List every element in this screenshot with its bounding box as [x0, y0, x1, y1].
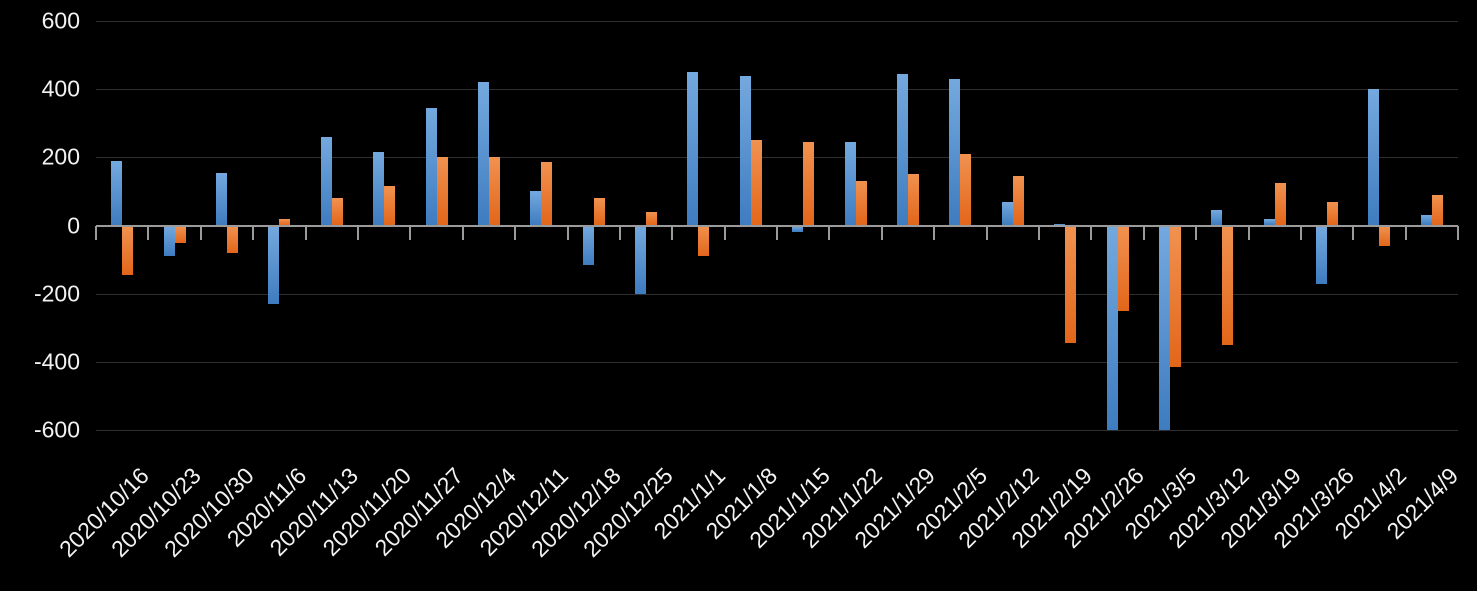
axis-tick	[461, 225, 464, 240]
bar-blue-2021/3/19	[1263, 218, 1275, 226]
axis-tick	[1037, 225, 1040, 240]
bar-blue-2021/1/15	[792, 225, 804, 233]
y-axis-label: 600	[41, 7, 80, 34]
bar-blue-2020/11/13	[320, 136, 332, 226]
axis-tick	[514, 225, 517, 240]
axis-tick	[1195, 225, 1198, 240]
axis-tick	[933, 225, 936, 240]
bar-blue-2020/11/20	[373, 152, 385, 226]
bar-orange-2021/1/8	[750, 140, 762, 226]
y-axis-label: -400	[33, 348, 80, 375]
axis-tick	[985, 225, 988, 240]
gridline--400	[96, 361, 1458, 363]
axis-tick	[1352, 225, 1355, 240]
bar-orange-2021/1/15	[803, 142, 815, 226]
axis-tick	[723, 225, 726, 240]
bar-orange-2021/1/1	[698, 225, 710, 257]
gridline-400	[96, 89, 1458, 91]
bar-orange-2020/10/30	[227, 225, 238, 253]
bar-blue-2021/2/26	[1106, 225, 1118, 431]
bar-orange-2020/11/6	[279, 218, 291, 226]
axis-tick	[1090, 225, 1093, 240]
bar-blue-2020/10/23	[163, 225, 175, 257]
gridline--200	[96, 293, 1458, 295]
bar-orange-2021/2/12	[1012, 176, 1024, 226]
axis-tick	[252, 225, 255, 240]
axis-tick	[566, 225, 569, 240]
bar-blue-2021/3/12	[1211, 210, 1223, 226]
y-axis-label: 200	[41, 143, 80, 170]
bar-blue-2021/1/29	[897, 73, 908, 226]
bar-blue-2020/10/30	[216, 172, 227, 226]
bar-blue-2021/4/9	[1420, 215, 1432, 226]
axis-tick	[828, 225, 831, 240]
axis-tick	[95, 225, 97, 240]
bar-orange-2020/10/16	[122, 225, 134, 275]
axis-tick	[1457, 225, 1459, 240]
bar-orange-2020/11/13	[331, 198, 343, 226]
bar-orange-2021/3/26	[1327, 201, 1338, 226]
axis-tick	[1404, 225, 1407, 240]
bar-orange-2021/4/2	[1379, 225, 1391, 246]
bar-blue-2020/12/25	[635, 225, 646, 294]
bar-orange-2021/1/29	[908, 174, 919, 226]
gridline-200	[96, 157, 1458, 159]
axis-tick	[880, 225, 883, 240]
axis-tick	[776, 225, 778, 240]
axis-tick	[409, 225, 412, 240]
bar-blue-2021/3/26	[1316, 225, 1327, 284]
axis-tick	[671, 225, 674, 240]
bar-orange-2021/2/19	[1065, 225, 1077, 344]
bar-orange-2020/12/11	[541, 162, 553, 226]
y-axis-label: 400	[41, 75, 80, 102]
bar-blue-2021/2/12	[1001, 201, 1013, 226]
bar-orange-2021/3/19	[1274, 182, 1286, 226]
bar-blue-2021/1/8	[739, 75, 751, 226]
bar-orange-2021/1/22	[855, 181, 867, 226]
bar-blue-2020/11/6	[268, 225, 280, 304]
axis-tick	[1247, 225, 1250, 240]
bar-orange-2021/4/9	[1431, 194, 1443, 226]
bar-blue-2021/2/5	[949, 78, 961, 226]
axis-tick	[147, 225, 150, 240]
bar-blue-2021/3/5	[1158, 225, 1170, 431]
bar-orange-2020/10/23	[174, 225, 186, 243]
bar-orange-2020/11/27	[436, 157, 448, 226]
axis-tick	[199, 225, 202, 240]
gridline--600	[96, 430, 1458, 432]
bar-orange-2021/2/5	[960, 153, 972, 226]
bar-blue-2021/4/2	[1368, 89, 1380, 226]
y-axis-label: -200	[33, 280, 80, 307]
bar-blue-2020/12/18	[582, 225, 594, 265]
bar-blue-2020/12/4	[477, 82, 489, 226]
bar-orange-2020/12/4	[488, 157, 500, 226]
bar-orange-2020/11/20	[384, 186, 396, 226]
y-axis-label: -600	[33, 416, 80, 443]
y-axis-label: 0	[67, 212, 80, 238]
bar-orange-2021/3/12	[1222, 225, 1234, 345]
bar-blue-2020/11/27	[425, 107, 437, 226]
bar-blue-2021/1/22	[844, 142, 856, 226]
bar-blue-2020/12/11	[530, 191, 542, 226]
bar-orange-2020/12/18	[593, 198, 605, 226]
bar-blue-2021/1/1	[687, 72, 699, 226]
axis-tick	[1142, 225, 1145, 240]
axis-tick	[1299, 225, 1302, 240]
gridline-600	[96, 20, 1458, 22]
bar-orange-2021/2/26	[1117, 225, 1129, 311]
bar-orange-2021/3/5	[1169, 225, 1181, 367]
bar-blue-2020/10/16	[111, 160, 123, 226]
bar-orange-2020/12/25	[646, 211, 657, 226]
axis-tick	[356, 225, 359, 240]
axis-tick	[618, 225, 621, 240]
axis-tick	[304, 225, 307, 240]
